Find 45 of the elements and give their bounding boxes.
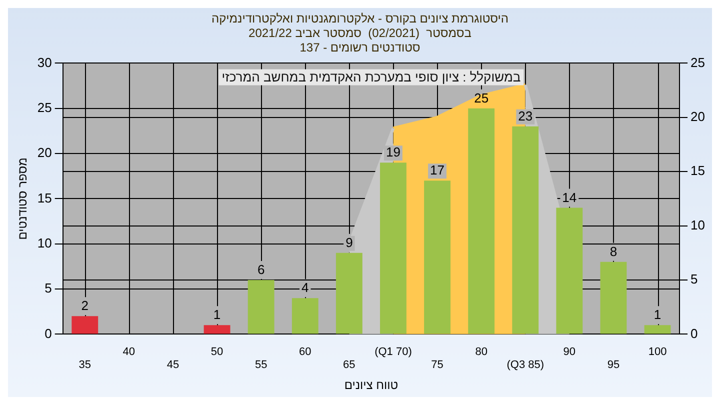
x-tick-label: 45 — [166, 359, 180, 372]
x-tick-label: (Q3 85) — [506, 359, 544, 372]
data-label: 9 — [346, 234, 353, 250]
data-label: 17 — [430, 162, 445, 178]
data-label: 8 — [610, 244, 618, 260]
data-label: 23 — [518, 108, 533, 124]
text: היסטוגרמת ציונים בקורס - אלקטרומגנטיות ואלקטרודינמיקה — [211, 12, 509, 26]
y-tick-label: 25 — [37, 100, 52, 115]
y2-tick-label: 0 — [690, 326, 698, 341]
x-tick-label: (Q1 70) — [374, 346, 412, 358]
data-label: 25 — [474, 90, 489, 106]
y-tick-label: 30 — [37, 54, 52, 70]
data-label: 4 — [302, 280, 309, 296]
y-tick-label: 5 — [44, 280, 52, 296]
y-tick-label: 0 — [44, 326, 52, 341]
text: בסמסטר (02/2021) סמסטר אביב 2021/22 — [248, 26, 472, 40]
y2-tick-label: 15 — [690, 163, 706, 178]
y2-tick-label: 20 — [690, 108, 706, 124]
x-tick-label: 40 — [122, 346, 136, 358]
x-tick-label: 35 — [78, 359, 92, 372]
data-label: 14 — [562, 190, 577, 205]
y2-tick-label: 25 — [690, 54, 706, 70]
x-tick-label: 100 — [648, 346, 667, 358]
data-label: 2 — [81, 298, 88, 314]
y-tick-label: 10 — [37, 235, 52, 250]
x-tick-label: 75 — [431, 359, 444, 372]
annotation: במשוקלל : ציון סופי במערכת האקדמית במחשב המרכזי — [222, 69, 521, 84]
x-tick-label: 65 — [343, 359, 356, 372]
data-label: 19 — [386, 144, 400, 160]
x-tick-label: 80 — [475, 346, 488, 358]
data-label: 6 — [257, 262, 265, 278]
y2-tick-label: 5 — [690, 272, 698, 287]
x-tick-label: 50 — [210, 346, 224, 358]
x-tick-label: 60 — [299, 346, 312, 358]
y-tick-label: 20 — [37, 145, 52, 160]
x-tick-label: 90 — [563, 346, 576, 358]
text: סטודנטים רשומים - 137 — [300, 40, 420, 54]
data-label: 1 — [654, 307, 662, 322]
x-tick-label: 95 — [607, 359, 620, 372]
y-axis-title: מספר סטודנטים — [16, 158, 30, 240]
x-axis-title: טווח ציונים — [344, 378, 398, 392]
y-tick-label: 15 — [37, 190, 52, 206]
x-tick-label: 55 — [254, 359, 268, 372]
data-label: 1 — [213, 307, 221, 322]
y2-tick-label: 10 — [690, 217, 706, 232]
